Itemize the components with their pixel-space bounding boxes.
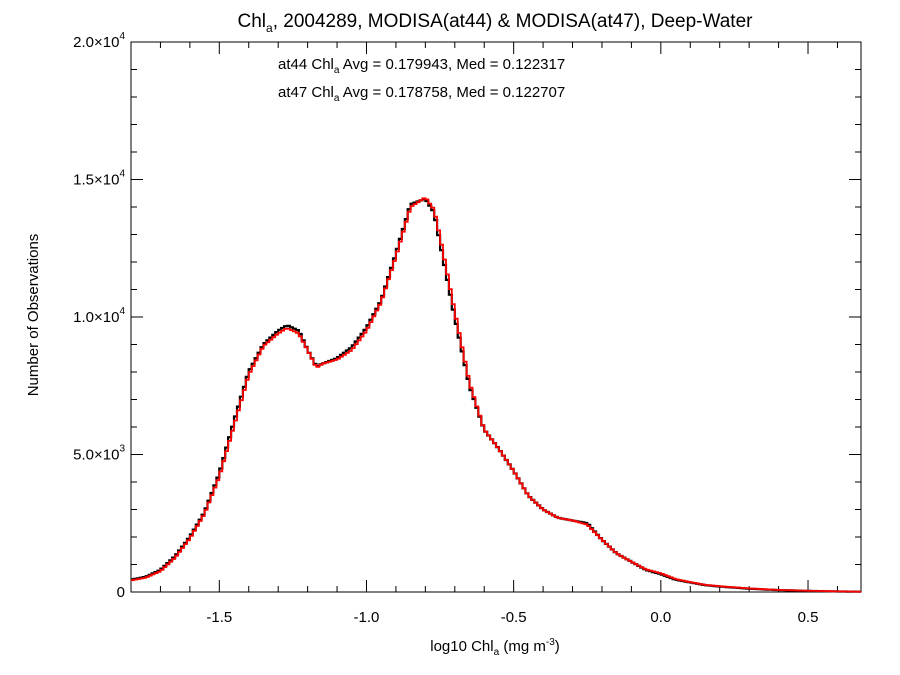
y-tick-label-2: 1.0×104 [73,306,125,326]
y-tick-label-3: 1.5×104 [73,169,125,189]
x-tick-label-1: -1.0 [354,609,380,626]
series-at47-line [131,197,861,593]
x-tick-label-4: 0.5 [798,609,819,626]
annotation-at44: at44 Chla Avg = 0.179943, Med = 0.122317 [278,56,565,76]
x-axis-label: log10 Chla (mg m-3) [430,637,560,658]
y-tick-label-1: 5.0×103 [73,444,125,464]
x-axis-label-end: ) [555,638,560,655]
chart-title-rest: , 2004289, MODISA(at44) & MODISA(at47), … [273,11,753,32]
annotation-at44-sub: a [334,65,340,76]
chart-title-main: Chl [238,11,267,32]
x-axis-label-sup: -3 [546,637,555,648]
annotation-at47: at47 Chla Avg = 0.178758, Med = 0.122707 [278,84,565,104]
x-axis-label-rest: (mg m [499,638,546,655]
annotation-at47-sub: a [334,93,340,104]
chart-title-sub: a [266,21,273,35]
annotation-at47-pre: at47 Chl [278,84,334,101]
y-axis-ticks: 0 5.0×103 1.0×104 1.5×104 2.0×104 [73,31,861,601]
x-axis-label-sub: a [494,647,500,658]
x-tick-label-3: 0.0 [650,609,671,626]
y-tick-label-0: 0 [117,584,125,601]
annotation-at44-pre: at44 Chl [278,56,334,73]
chart-title: Chla, 2004289, MODISA(at44) & MODISA(at4… [238,11,754,35]
x-tick-label-2: -0.5 [501,609,527,626]
annotation-at47-post: Avg = 0.178758, Med = 0.122707 [339,84,565,101]
x-axis-label-main: log10 Chl [430,638,493,655]
series-at44-line [131,198,861,593]
y-axis-label: Number of Observations [25,234,42,397]
plot-frame [130,41,862,593]
x-tick-label-0: -1.5 [206,609,232,626]
annotation-at44-post: Avg = 0.179943, Med = 0.122317 [339,56,565,73]
y-tick-label-4: 2.0×104 [73,31,125,51]
x-axis-ticks: -1.5 -1.0 -0.5 0.0 0.5 [130,42,838,626]
